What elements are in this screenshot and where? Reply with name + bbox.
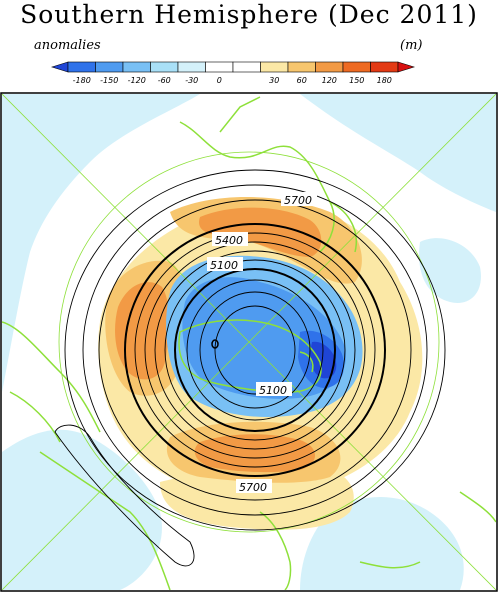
grid-lines bbox=[2, 94, 496, 590]
colorbar-tick-label: -180 bbox=[73, 76, 91, 85]
units-label: (m) bbox=[400, 38, 423, 53]
colorbar-cell bbox=[370, 61, 399, 73]
contour-labels: 5700 5400 5100 5100 5700 bbox=[207, 192, 317, 494]
map-frame bbox=[0, 92, 498, 592]
colorbar-arrow-left bbox=[50, 61, 69, 73]
colorbar-cell bbox=[177, 61, 206, 73]
map-title: Southern Hemisphere (Dec 2011) bbox=[20, 0, 478, 29]
colorbar-tick-label: 30 bbox=[269, 76, 279, 85]
contour-label: 5700 bbox=[284, 194, 312, 207]
height-contours bbox=[54, 169, 446, 567]
contour-label: 5100 bbox=[259, 384, 287, 397]
colorbar: -180 -150 -120 -60 -30 0 30 60 120 150 180 bbox=[50, 61, 416, 85]
colorbar-cell bbox=[342, 61, 371, 73]
colorbar-tick-label: 150 bbox=[349, 76, 364, 85]
colorbar-cell bbox=[95, 61, 124, 73]
map-panel: 5700 5400 5100 5100 5700 bbox=[0, 92, 498, 592]
colorbar-tick-label: -30 bbox=[185, 76, 198, 85]
contour-label: 5100 bbox=[210, 259, 238, 272]
colorbar-cell bbox=[205, 61, 234, 73]
colorbar-tick-label: 120 bbox=[322, 76, 337, 85]
anomalies-label: anomalies bbox=[34, 38, 101, 53]
colorbar-cell bbox=[260, 61, 289, 73]
colorbar-arrow-right bbox=[397, 61, 416, 73]
colorbar-cell bbox=[315, 61, 344, 73]
colorbar-cell bbox=[287, 61, 316, 73]
colorbar-cell bbox=[232, 61, 261, 73]
colorbar-tick-label: -60 bbox=[158, 76, 171, 85]
colorbar-cell bbox=[122, 61, 151, 73]
colorbar-tick-label: -150 bbox=[100, 76, 118, 85]
colorbar-tick-label: 180 bbox=[377, 76, 392, 85]
colorbar-cell bbox=[150, 61, 179, 73]
colorbar-cell bbox=[67, 61, 96, 73]
contour-label: 5700 bbox=[239, 481, 267, 494]
contour-label: 5400 bbox=[215, 234, 243, 247]
colorbar-tick-label: -120 bbox=[128, 76, 146, 85]
colorbar-tick-label: 60 bbox=[297, 76, 307, 85]
colorbar-tick-label: 0 bbox=[217, 76, 222, 85]
